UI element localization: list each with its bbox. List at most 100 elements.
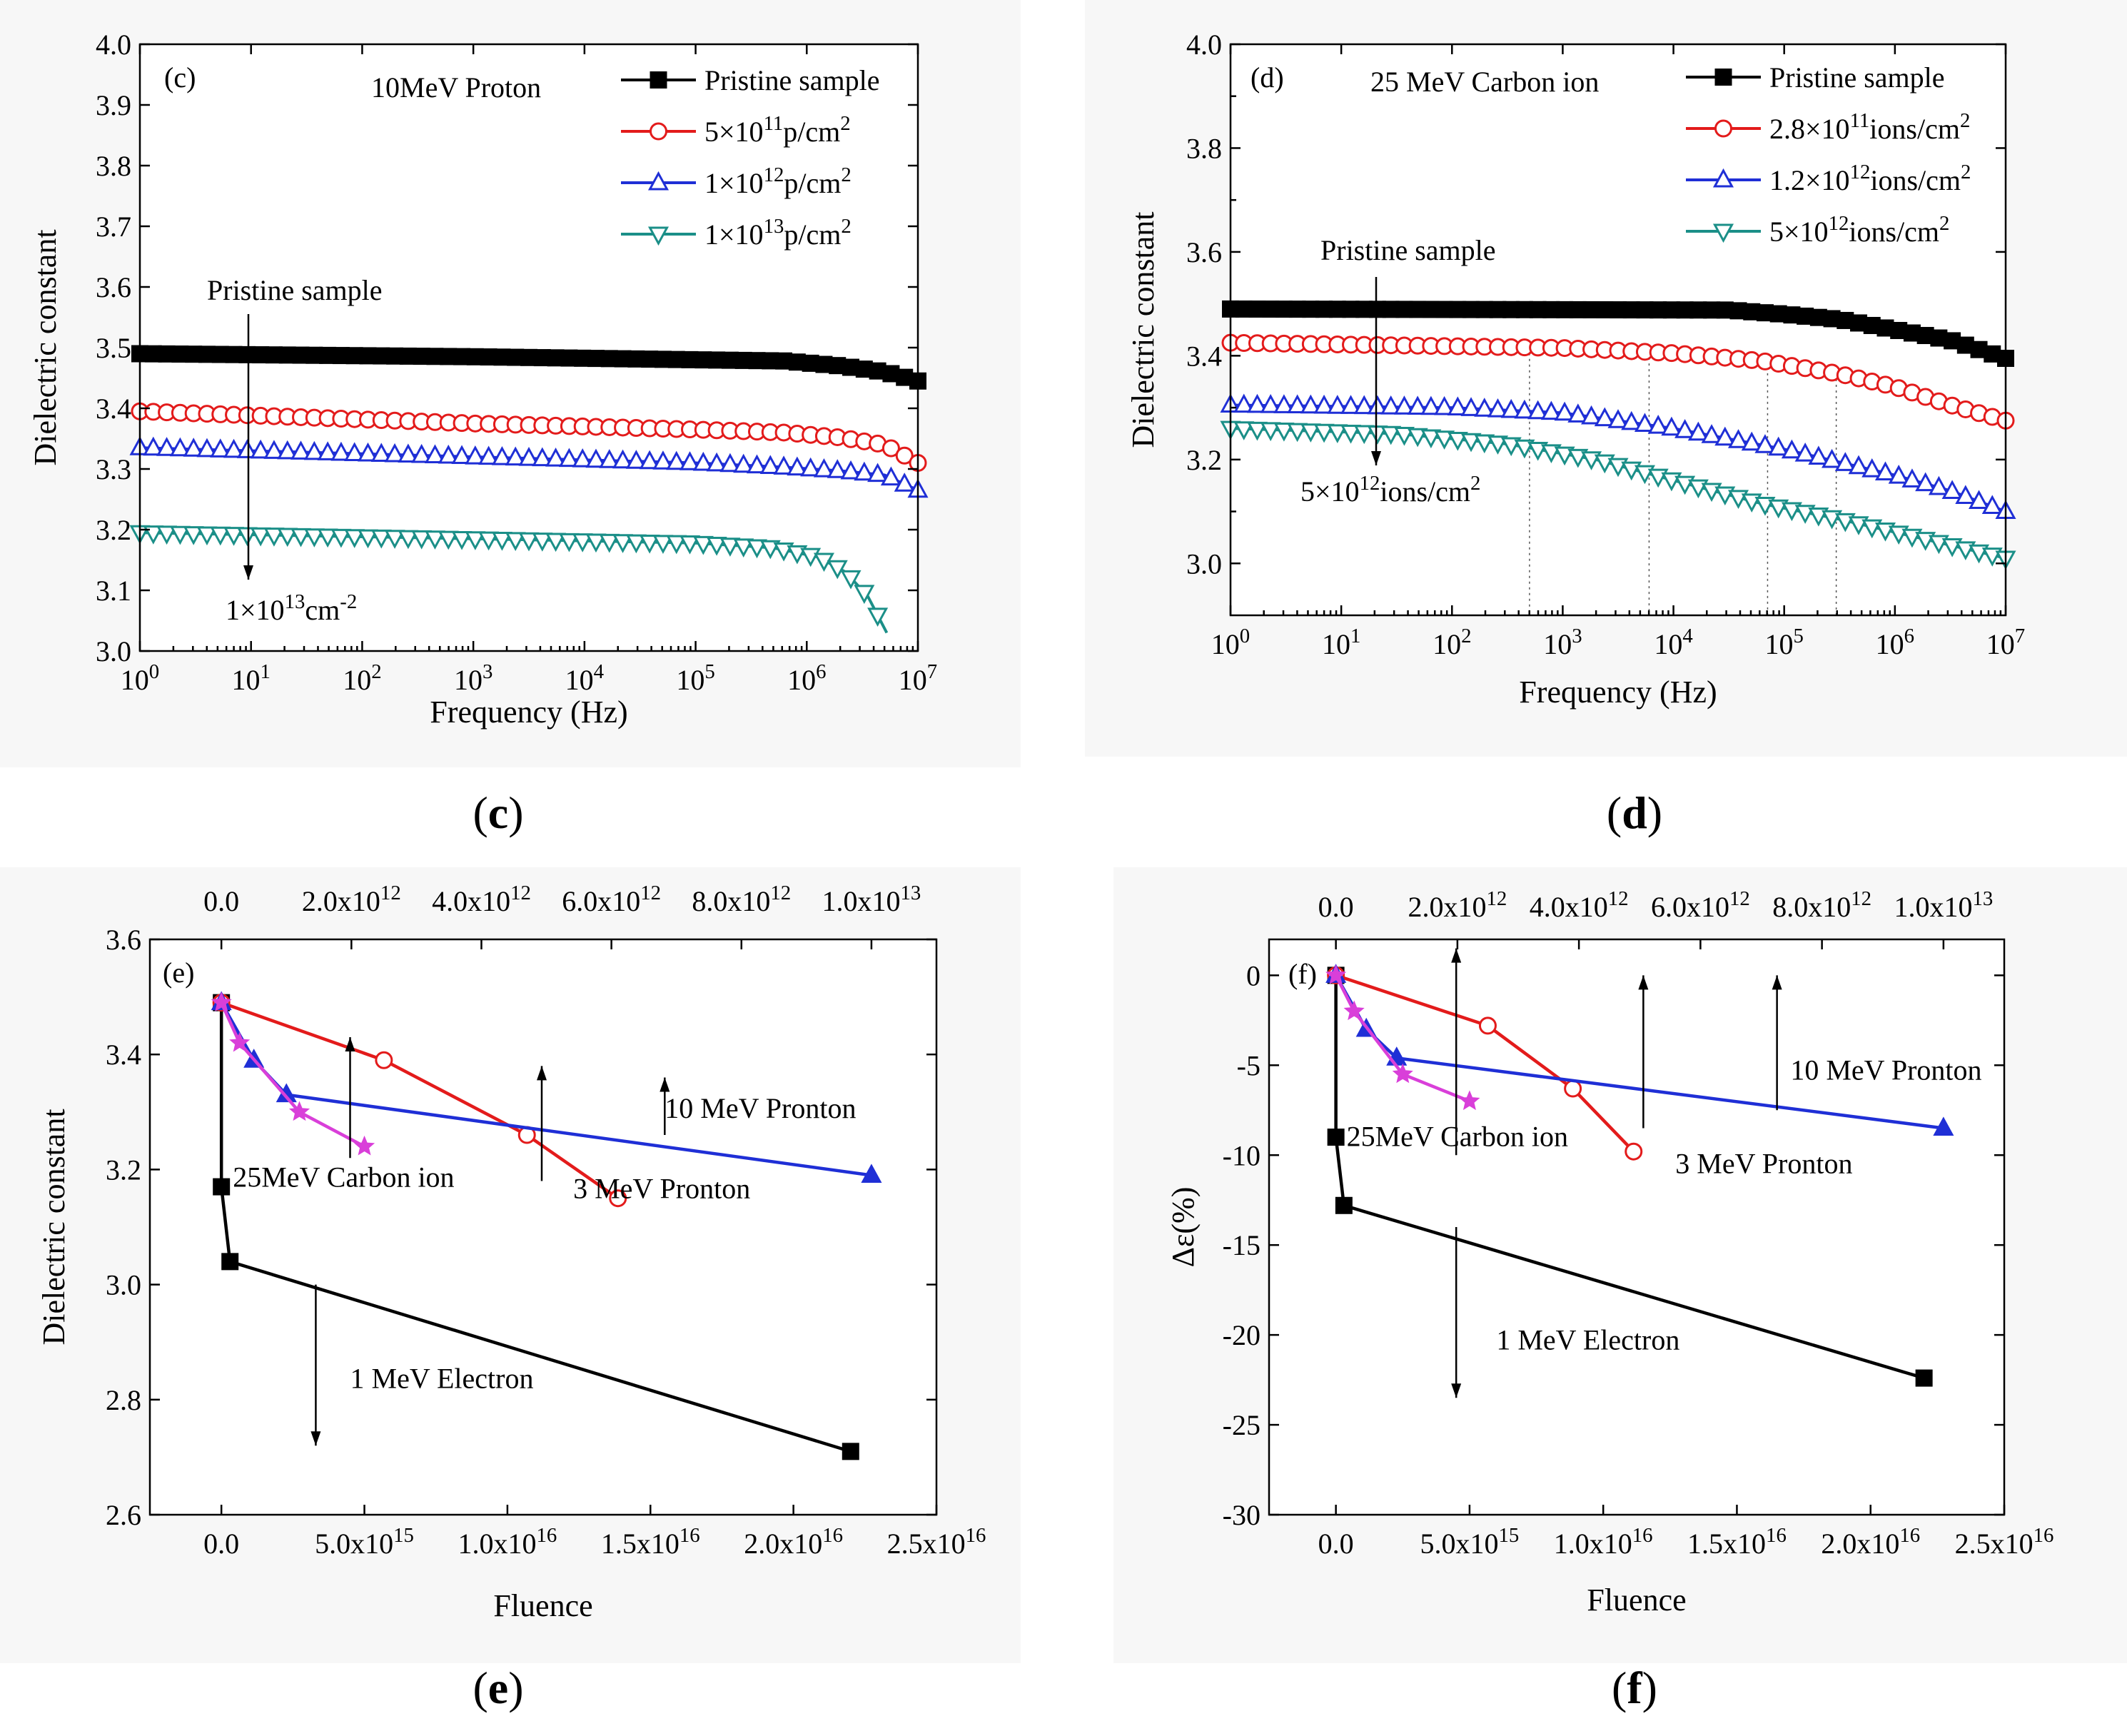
text-span: 10 [1986, 628, 2015, 660]
annotation-arrow [1451, 1227, 1462, 1398]
data-point [1447, 396, 1468, 415]
data-point [813, 458, 834, 478]
data-point [1540, 400, 1562, 420]
data-point [344, 529, 365, 548]
data-point [666, 535, 687, 555]
superscript: 2 [841, 215, 851, 238]
data-point [1407, 395, 1428, 415]
text-span: 10 [1543, 628, 1572, 660]
data-point [505, 446, 526, 466]
data-point [288, 1101, 310, 1121]
y-axis-label: Δε(%) [1166, 1187, 1201, 1268]
data-point [1969, 490, 1990, 510]
text-span: 2.0x10 [302, 885, 380, 917]
data-point [303, 528, 325, 547]
legend-marker [1714, 119, 1732, 138]
data-point [344, 442, 365, 461]
superscript: 6 [816, 660, 826, 683]
superscript: 11 [764, 112, 784, 135]
data-point [1380, 395, 1402, 415]
text-span: 10 [1765, 628, 1794, 660]
data-point [330, 528, 352, 548]
data-point [1981, 495, 2003, 515]
x-tick-label: 107 [1986, 625, 2025, 660]
top-x-tick-label: 4.0x1012 [1530, 887, 1629, 923]
y-axis-label: Dielectric constant [36, 1109, 71, 1345]
superscript: 12 [510, 882, 531, 904]
text-span: 2.5x10 [1955, 1528, 2033, 1560]
annotation-label: 3 MeV Pronton [573, 1173, 750, 1205]
text-span: 8.0x10 [1772, 891, 1851, 923]
series-pristine-sample [1222, 300, 2014, 367]
y-tick-label: 3.2 [106, 1154, 141, 1186]
data-point [277, 440, 298, 460]
legend-label: 5×1011p/cm2 [704, 112, 851, 148]
data-point [1928, 475, 1949, 495]
y-tick-label: -30 [1223, 1499, 1260, 1531]
caption-paren: ) [1642, 1662, 1657, 1713]
superscript: 0 [1240, 625, 1250, 647]
data-point [1246, 421, 1268, 441]
superscript: 2 [1461, 625, 1471, 647]
superscript: 12 [380, 882, 401, 904]
data-point [1313, 394, 1335, 414]
data-point [210, 526, 231, 546]
arrow-head [345, 1037, 355, 1052]
data-point [196, 438, 218, 458]
text-span: 6.0x10 [562, 885, 640, 917]
y-tick-label: 4.0 [1186, 29, 1222, 61]
superscript: 12 [770, 882, 791, 904]
y-tick-label: -20 [1223, 1319, 1260, 1351]
data-point [518, 532, 540, 552]
text-span: 2.0x10 [1821, 1528, 1899, 1560]
legend-item: 1.2×1012ions/cm2 [1686, 161, 1971, 196]
caption-letter: d [1622, 787, 1647, 838]
y-tick-label: 3.3 [96, 453, 131, 485]
data-point [1273, 394, 1295, 413]
data-point [880, 466, 901, 486]
annotation-label: 10 MeV Pronton [665, 1092, 856, 1124]
data-point [558, 533, 580, 552]
data-point [1540, 444, 1562, 463]
data-point [1327, 424, 1348, 443]
plot-area [150, 939, 936, 1515]
text-span: 0.0 [1318, 891, 1354, 923]
data-point [424, 530, 445, 550]
x-tick-label: 103 [1543, 625, 1582, 660]
series-line [1335, 974, 1635, 1153]
data-point [169, 525, 191, 545]
text-span: 2.0x10 [744, 1528, 822, 1560]
data-point [572, 533, 593, 552]
data-point [213, 1178, 231, 1196]
data-point [263, 528, 285, 547]
data-point [652, 535, 674, 554]
data-point [1393, 395, 1415, 415]
data-point [773, 455, 794, 475]
data-point [719, 453, 741, 473]
x-tick-label: 1.0x1016 [458, 1524, 557, 1560]
caption-paren: ) [508, 787, 523, 838]
text-span: 10 [1654, 628, 1682, 660]
data-point [1460, 397, 1482, 416]
arrow-head [243, 565, 253, 580]
superscript: 5 [704, 660, 714, 683]
text-span: 0.0 [203, 1528, 239, 1560]
legend-label: Pristine sample [1769, 61, 1945, 94]
data-point [1434, 395, 1455, 415]
x-tick-label: 5.0x1015 [315, 1524, 414, 1560]
top-x-tick-label: 2.0x1012 [302, 882, 401, 917]
data-point [438, 530, 459, 550]
text-span: 10 [676, 664, 704, 696]
data-point [451, 445, 473, 465]
text-span: 1.0x10 [1554, 1528, 1632, 1560]
superscript: 6 [1904, 625, 1914, 647]
y-tick-label: 3.2 [96, 514, 131, 546]
annotation-label: 5×1012ions/cm2 [1300, 472, 1480, 508]
superscript: 2 [1470, 472, 1480, 495]
data-point [424, 444, 445, 464]
data-point [357, 529, 379, 549]
data-point [746, 539, 768, 559]
annotation-arrow [310, 1284, 321, 1446]
series-line [221, 1001, 620, 1200]
chart-panel-e: 2.62.83.03.23.43.60.0 5.0x1015 1.0x1016 1.5… [0, 867, 1021, 1663]
